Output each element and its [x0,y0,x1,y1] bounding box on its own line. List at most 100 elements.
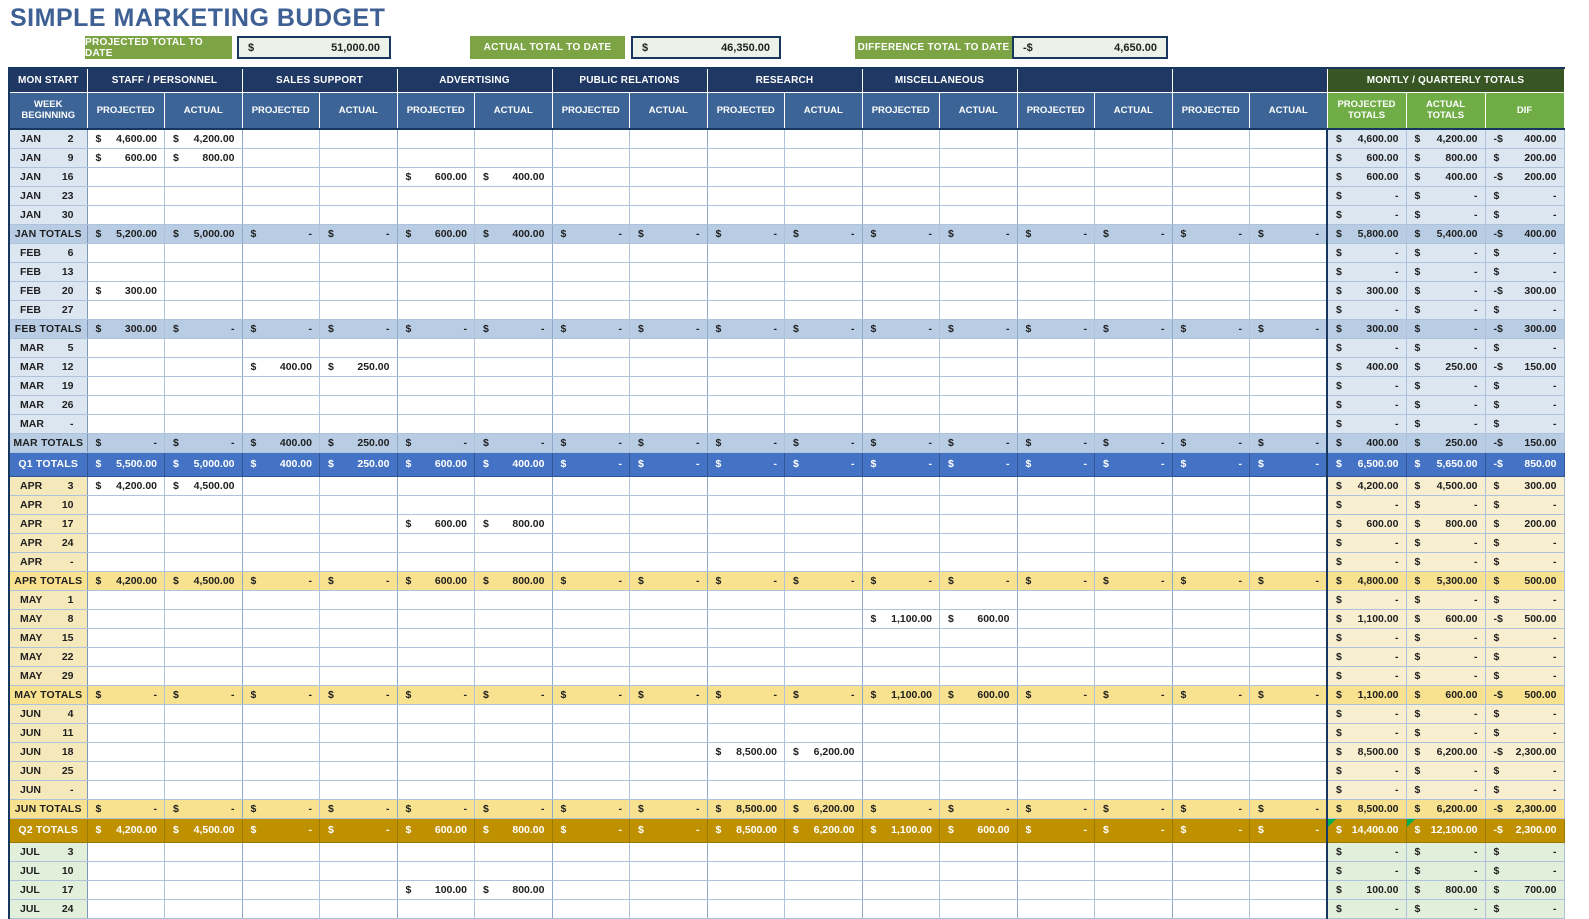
total-cell[interactable]: $ - [1406,495,1486,515]
cell[interactable] [319,395,398,415]
cell[interactable] [629,533,708,553]
cell[interactable] [1249,129,1328,149]
cell[interactable] [87,899,165,919]
total-cell[interactable]: $1,100.00 [1326,685,1407,705]
cell[interactable] [707,129,785,149]
cell[interactable] [939,414,1018,434]
cell[interactable] [862,262,940,282]
cell[interactable] [862,167,940,187]
cell[interactable] [397,338,475,358]
total-cell[interactable]: $ - [1406,533,1486,553]
row-label-cell[interactable]: JUN 11 [9,723,88,743]
cell[interactable]: $ - [87,685,165,705]
cell[interactable]: $ - [1172,571,1250,591]
cell[interactable] [164,243,243,263]
total-cell[interactable]: -$ 2,300.00 [1485,799,1565,819]
cell[interactable] [474,262,553,282]
cell[interactable] [862,780,940,800]
cell[interactable]: $ - [1017,571,1095,591]
total-cell[interactable]: $ - [1485,628,1565,648]
cell[interactable] [319,552,398,572]
cell[interactable] [397,281,475,301]
cell[interactable] [862,495,940,515]
cell[interactable] [87,842,165,862]
cell[interactable] [707,609,785,629]
cell[interactable]: $300.00 [87,281,165,301]
cell[interactable] [164,395,243,415]
cell[interactable] [164,495,243,515]
cell[interactable] [87,552,165,572]
cell[interactable]: $ - [397,799,475,819]
cell[interactable]: $ - [1094,224,1173,244]
cell[interactable] [784,495,863,515]
cell[interactable] [939,167,1018,187]
cell[interactable] [1094,148,1173,168]
cell[interactable] [629,609,708,629]
cell[interactable] [1017,666,1095,686]
cell[interactable]: $ - [474,799,553,819]
cell[interactable] [397,780,475,800]
total-cell[interactable]: $ - [1406,243,1486,263]
cell[interactable] [629,666,708,686]
cell[interactable] [784,262,863,282]
total-cell[interactable]: $ - [1326,414,1407,434]
total-cell[interactable]: $ - [1485,243,1565,263]
row-label-cell[interactable]: JUN TOTALS [9,799,88,819]
cell[interactable] [629,129,708,149]
cell[interactable] [629,723,708,743]
total-cell[interactable]: $12,100.00 [1406,818,1486,843]
cell[interactable] [1094,761,1173,781]
cell[interactable] [939,357,1018,377]
total-cell[interactable]: $ - [1326,376,1407,396]
total-cell[interactable]: $800.00 [1406,514,1486,534]
cell[interactable] [784,395,863,415]
cell[interactable] [242,281,320,301]
cell[interactable]: $400.00 [474,224,553,244]
cell[interactable]: $400.00 [242,357,320,377]
cell[interactable] [1017,395,1095,415]
cell[interactable] [629,148,708,168]
total-cell[interactable]: $ - [1485,842,1565,862]
cell[interactable]: $400.00 [474,452,553,477]
cell[interactable] [629,395,708,415]
cell[interactable] [164,861,243,881]
cell[interactable] [164,742,243,762]
cell[interactable] [474,666,553,686]
cell[interactable] [397,861,475,881]
cell[interactable]: $ - [629,818,708,843]
cell[interactable] [552,414,630,434]
cell[interactable]: $600.00 [87,148,165,168]
cell[interactable]: $ - [1172,433,1250,453]
total-cell[interactable]: -$ 2,300.00 [1485,742,1565,762]
total-cell[interactable]: $ - [1485,495,1565,515]
cell[interactable] [629,628,708,648]
cell[interactable] [474,300,553,320]
cell[interactable]: $250.00 [319,452,398,477]
cell[interactable]: $5,200.00 [87,224,165,244]
cell[interactable] [784,338,863,358]
cell[interactable] [242,395,320,415]
cell[interactable] [862,186,940,206]
cell[interactable] [552,552,630,572]
cell[interactable] [1172,281,1250,301]
cell[interactable] [87,514,165,534]
cell[interactable]: $ - [242,571,320,591]
total-cell[interactable]: $ - [1485,262,1565,282]
cell[interactable] [1017,243,1095,263]
cell[interactable] [629,704,708,724]
total-cell[interactable]: $ - [1326,628,1407,648]
cell[interactable]: $ - [242,224,320,244]
cell[interactable]: $ - [1094,818,1173,843]
total-cell[interactable]: $8,500.00 [1326,799,1407,819]
cell[interactable] [164,666,243,686]
total-cell[interactable]: $700.00 [1485,880,1565,900]
cell[interactable] [87,205,165,225]
cell[interactable]: $ - [707,224,785,244]
cell[interactable] [707,780,785,800]
row-label-cell[interactable]: FEB 13 [9,262,88,282]
cell[interactable] [552,167,630,187]
cell[interactable]: $5,000.00 [164,452,243,477]
row-label-cell[interactable]: MAR 19 [9,376,88,396]
cell[interactable] [1172,780,1250,800]
row-label-cell[interactable]: APR 17 [9,514,88,534]
